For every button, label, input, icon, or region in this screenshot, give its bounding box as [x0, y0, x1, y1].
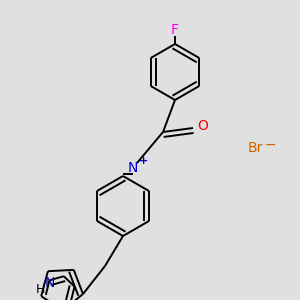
Text: H: H [36, 283, 46, 296]
Text: Br: Br [248, 141, 263, 155]
Text: N: N [45, 276, 55, 290]
Text: N: N [128, 161, 138, 175]
Text: O: O [198, 119, 208, 133]
Text: −: − [265, 138, 277, 152]
Text: F: F [171, 23, 179, 37]
Text: +: + [138, 156, 148, 166]
